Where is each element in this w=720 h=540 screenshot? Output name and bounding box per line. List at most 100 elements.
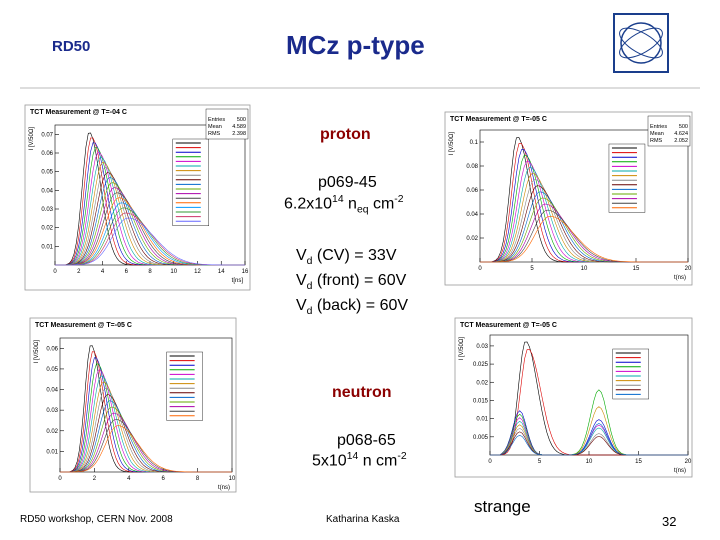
neutron-fluence: 5x1014 n cm-2 — [312, 451, 407, 470]
plot-frame — [454, 317, 693, 478]
text: n cm — [358, 452, 398, 470]
x-tick-label: 16 — [242, 269, 249, 275]
x-tick-label: 10 — [586, 459, 593, 465]
y-tick-label: 0.1 — [470, 140, 479, 146]
stats-label: Entries — [650, 124, 667, 130]
y-tick-label: 0.02 — [46, 429, 58, 435]
x-tick-label: 10 — [170, 269, 177, 275]
x-tick-label: 2 — [93, 476, 97, 482]
stats-label: Entries — [208, 117, 225, 123]
x-axis-label: t(ns) — [674, 275, 686, 281]
stats-label: RMS — [650, 138, 663, 144]
x-tick-label: 4 — [127, 476, 131, 482]
y-tick-label: 0.07 — [41, 132, 53, 138]
x-axis-label: t(ns) — [218, 485, 230, 491]
x-tick-label: 8 — [148, 269, 152, 275]
footer-left: RD50 workshop, CERN Nov. 2008 — [20, 514, 173, 525]
waveform — [55, 217, 245, 266]
y-tick-label: 0.01 — [46, 449, 58, 455]
vd-row: Vd (back) = 60V — [296, 296, 408, 321]
y-tick-label: 0.06 — [46, 346, 58, 352]
tct-plot: TCT Measurement @ T=-04 C 0.01 0.02 0.03 0.0… — [24, 104, 251, 291]
x-tick-label: 5 — [530, 266, 534, 272]
stats-label: Mean — [208, 124, 222, 130]
x-tick-label: 0 — [58, 476, 62, 482]
x-tick-label: 20 — [685, 459, 692, 465]
legend-box — [172, 138, 210, 227]
text: (CV) = 33V — [312, 247, 397, 264]
stats-value: 4.589 — [232, 124, 246, 130]
stats-value: 2.398 — [232, 131, 246, 137]
y-tick-label: 0.06 — [466, 188, 478, 194]
x-tick-label: 10 — [581, 266, 588, 272]
stats-value: 500 — [237, 117, 246, 123]
plot-title: TCT Measurement @ T=-05 C — [35, 322, 132, 329]
y-tick-label: 0.02 — [41, 226, 53, 232]
x-tick-label: 0 — [488, 459, 492, 465]
stats-value: 2.052 — [674, 138, 688, 144]
x-axis-label: t(ns) — [674, 468, 686, 474]
text: (front) = 60V — [312, 272, 407, 290]
stats-value: 4.624 — [674, 131, 688, 137]
y-tick-label: 0.06 — [41, 151, 53, 157]
legend-box — [166, 351, 203, 421]
y-tick-label: 0.02 — [476, 380, 488, 386]
y-axis-label: I [V/50Ω] — [459, 337, 465, 361]
stats-box — [205, 108, 249, 140]
proton-label: proton — [320, 126, 371, 143]
text: d — [306, 256, 313, 268]
slide-title: MCz p-type — [286, 30, 425, 60]
y-tick-label: 0.04 — [466, 212, 478, 218]
x-tick-label: 0 — [478, 266, 482, 272]
page-number: 32 — [662, 514, 677, 529]
strange-note: strange — [474, 497, 531, 516]
waveform — [480, 215, 688, 263]
x-tick-label: 4 — [101, 269, 105, 275]
y-axis-label: I [V/50Ω] — [449, 132, 455, 156]
legend-box — [608, 143, 646, 213]
vd-row: Vd (front) = 60V — [296, 271, 408, 296]
text: 14 — [346, 451, 359, 462]
y-tick-label: 0.05 — [41, 170, 53, 176]
y-tick-label: 0.015 — [473, 398, 489, 404]
vd-list: Vd (CV) = 33V Vd (front) = 60V Vd (back) =… — [296, 246, 408, 322]
stats-box — [647, 115, 691, 147]
y-tick-label: 0.03 — [46, 408, 58, 414]
x-tick-label: 5 — [538, 459, 542, 465]
x-tick-label: 12 — [194, 269, 201, 275]
text: -2 — [394, 194, 404, 205]
x-tick-label: 10 — [229, 476, 236, 482]
y-tick-label: 0.025 — [473, 362, 489, 368]
y-tick-label: 0.05 — [46, 367, 58, 373]
x-axis-label: t[ns] — [232, 278, 244, 284]
proton-fluence: 6.2x1014 neq cm-2 — [284, 194, 404, 216]
tct-plot: TCT Measurement @ T=-05 C 0.01 0.02 0.03 0.0… — [29, 317, 237, 493]
y-tick-label: 0.08 — [466, 164, 478, 170]
x-tick-label: 6 — [162, 476, 166, 482]
y-axis-label: I [V/50Ω] — [29, 127, 35, 151]
text: 14 — [332, 194, 344, 205]
stats-value: 500 — [679, 124, 688, 130]
footer-center: Katharina Kaska — [326, 514, 400, 525]
stats-label: Mean — [650, 131, 664, 137]
text: (back) = 60V — [312, 297, 409, 315]
text: cm — [368, 195, 395, 213]
tct-plot: TCT Measurement @ T=-05 C 0.005 0.01 0.015 0… — [454, 317, 693, 478]
y-tick-label: 0.02 — [466, 236, 478, 242]
y-tick-label: 0.04 — [46, 388, 58, 394]
x-tick-label: 0 — [53, 269, 57, 275]
x-tick-label: 15 — [633, 266, 640, 272]
y-axis-label: I [V/50Ω] — [34, 340, 40, 364]
text: eq — [356, 204, 369, 216]
text: V — [296, 297, 307, 315]
y-tick-label: 0.01 — [476, 417, 488, 423]
text: V — [296, 272, 307, 290]
x-tick-label: 2 — [77, 269, 81, 275]
text: n — [343, 195, 357, 213]
x-tick-label: 15 — [635, 459, 642, 465]
plot-title: TCT Measurement @ T=-05 C — [450, 116, 547, 123]
y-tick-label: 0.03 — [476, 344, 488, 350]
tct-plot: TCT Measurement @ T=-05 C 0.02 0.04 0.06 0.0… — [444, 111, 693, 286]
